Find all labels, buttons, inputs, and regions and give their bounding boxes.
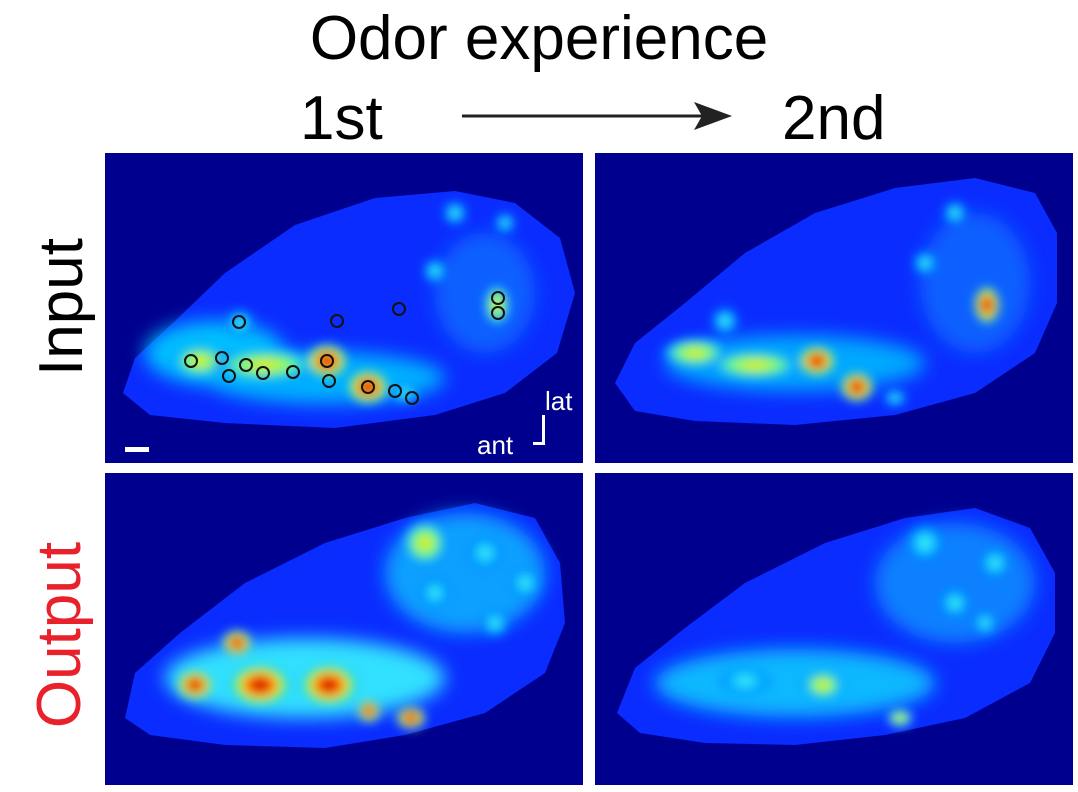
orientation-ant-label: ant [477, 430, 514, 460]
orientation-lat-label: lat [545, 386, 573, 416]
figure-title: Odor experience [309, 4, 769, 73]
lobe-heatmap-output-first [125, 503, 565, 748]
row-label-input: Input [27, 238, 96, 376]
scale-bar-icon [125, 447, 149, 452]
panel-input-second [595, 153, 1073, 463]
panel-output-first [105, 473, 583, 785]
panel-input-first: lat ant [105, 153, 583, 463]
label-second-experience: 2nd [782, 84, 886, 153]
orientation-axes-icon [533, 415, 545, 445]
arrow-right-icon [462, 102, 732, 130]
row-label-output: Output [25, 541, 94, 729]
lobe-heatmap-input-first [123, 191, 575, 428]
lobe-heatmap-input-second [615, 178, 1057, 425]
lobe-heatmap-output-second [617, 508, 1055, 745]
label-first-experience: 1st [300, 84, 383, 153]
panel-output-second [595, 473, 1073, 785]
